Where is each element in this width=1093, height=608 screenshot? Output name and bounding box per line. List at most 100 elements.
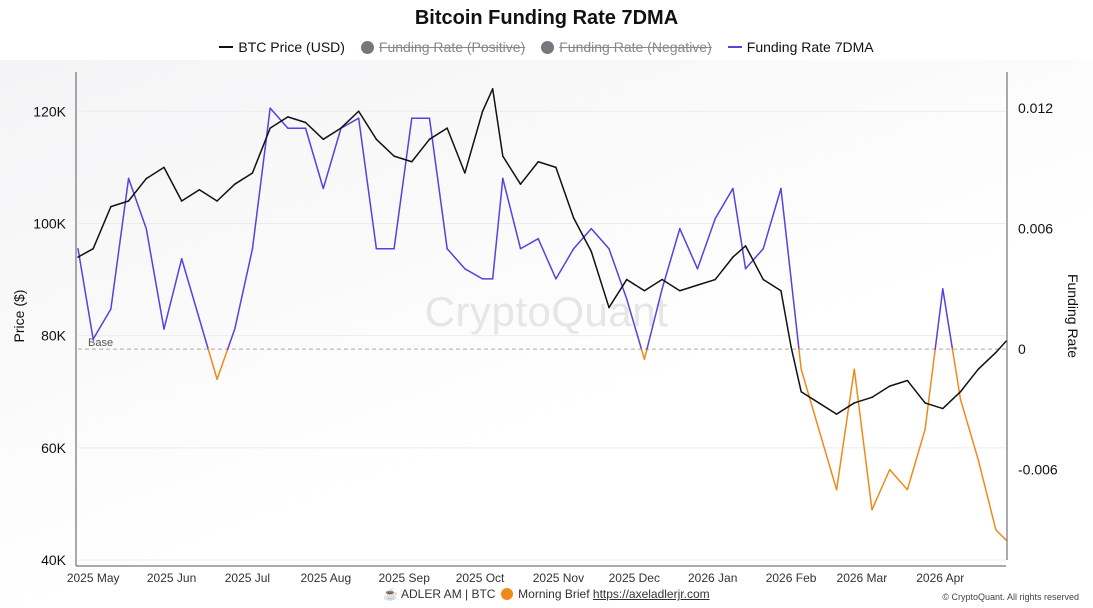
btc-price-segment [287, 116, 307, 124]
funding-rate-segment-positive [502, 177, 522, 250]
background-band [0, 60, 1093, 608]
btc-price-segment [643, 278, 663, 292]
funding-rate-segment-positive [590, 227, 610, 250]
btc-price-segment [977, 351, 997, 371]
funding-rate-segment-positive [679, 227, 699, 270]
btc-price-segment [679, 284, 699, 292]
btc-price-segment [110, 200, 130, 208]
legend: BTC Price (USD) Funding Rate (Positive) … [0, 39, 1093, 55]
btc-price-segment [942, 390, 962, 410]
btc-price-segment [481, 88, 494, 113]
btc-price-segment [519, 160, 539, 185]
legend-label: Funding Rate 7DMA [746, 39, 874, 55]
btc-price-segment [304, 121, 325, 141]
btc-price-segment [853, 396, 873, 404]
btc-price-segment [77, 247, 94, 258]
y-tick-label-right: 0 [1018, 341, 1026, 357]
btc-price-segment [464, 110, 484, 174]
funding-rate-segment-negative [800, 368, 820, 431]
btc-price-segment [537, 160, 557, 169]
btc-price-segment [269, 116, 289, 129]
btc-price-segment [163, 166, 183, 202]
y-tick-label-left: 120K [33, 103, 66, 119]
btc-price-segment [393, 155, 413, 163]
funding-rate-segment-negative [207, 348, 218, 381]
btc-price-segment [216, 183, 236, 202]
x-tick-label: 2025 Jun [147, 571, 196, 585]
btc-price-segment [906, 379, 926, 404]
btc-price-segment [145, 166, 165, 180]
btc-price-segment [871, 385, 891, 399]
y-tick-label-right: -0.006 [1018, 462, 1058, 478]
btc-price-segment [800, 390, 820, 404]
funding-rate-segment-positive [269, 107, 289, 129]
funding-rate-segment-negative [871, 468, 891, 511]
footer-brief: Morning Brief [518, 587, 590, 601]
y-axis-title-left: Price ($) [11, 290, 27, 343]
y-tick-label-left: 40K [41, 552, 67, 568]
btc-price-segment [696, 278, 716, 286]
legend-line-swatch [219, 46, 234, 48]
btc-price-segment [818, 402, 838, 415]
funding-rate-segment-positive [180, 258, 201, 320]
funding-rate-segment-positive [537, 237, 557, 280]
funding-rate-segment-positive [714, 187, 734, 220]
x-tick-label: 2025 May [67, 571, 120, 585]
funding-rate-segment-positive [446, 247, 466, 270]
funding-rate-segment-positive [762, 187, 782, 250]
funding-rate-segment-positive [646, 288, 663, 350]
btc-price-segment [251, 127, 271, 174]
legend-label: Funding Rate (Negative) [559, 39, 712, 55]
x-tick-label: 2025 Aug [300, 571, 351, 585]
funding-rate-segment-positive [428, 117, 448, 250]
btc-price-segment [995, 340, 1007, 354]
funding-rate-segment-positive [732, 187, 747, 270]
x-tick-label: 2025 Dec [609, 571, 660, 585]
legend-label: Funding Rate (Positive) [378, 39, 526, 55]
x-tick-label: 2025 Nov [533, 571, 584, 585]
btc-price-segment [92, 205, 112, 250]
funding-rate-segment-positive [77, 247, 94, 340]
btc-price-segment [780, 290, 792, 348]
funding-rate-segment-negative [995, 529, 1007, 541]
funding-rate-segment-positive [234, 247, 254, 330]
funding-rate-segment-positive [304, 127, 325, 190]
btc-price-segment [888, 379, 909, 387]
funding-rate-segment-positive [322, 127, 342, 190]
btc-price-segment [608, 278, 628, 309]
btc-price-segment [322, 127, 342, 141]
btc-price-segment [198, 189, 218, 202]
legend-item-btc-price[interactable]: BTC Price (USD) [219, 39, 345, 55]
orange-circle-icon [500, 588, 513, 600]
legend-item-funding-7dma[interactable]: Funding Rate 7DMA [727, 39, 874, 55]
legend-item-funding-negative[interactable]: Funding Rate (Negative) [541, 39, 712, 55]
funding-rate-segment-positive [696, 217, 716, 270]
y-tick-label-left: 80K [41, 328, 67, 344]
funding-rate-segment-negative [818, 428, 838, 491]
funding-rate-segment-positive [608, 247, 628, 300]
y-axis-title-right: Funding Rate [1065, 274, 1081, 358]
x-tick-label: 2026 Jan [688, 571, 737, 585]
footer-link[interactable]: https://axeladlerjr.com [592, 587, 710, 601]
btc-price-segment [572, 217, 593, 253]
btc-price-segment [375, 138, 395, 157]
funding-rate-segment-positive [145, 227, 165, 330]
funding-rate-segment-positive [625, 298, 643, 350]
y-tick-label-right: 0.012 [1018, 100, 1053, 116]
btc-price-segment [732, 245, 747, 258]
funding-rate-segment-negative [977, 458, 997, 531]
legend-item-funding-positive[interactable]: Funding Rate (Positive) [360, 39, 526, 55]
btc-price-segment [790, 346, 802, 393]
funding-rate-segment-positive [519, 237, 539, 250]
btc-price-segment [340, 110, 360, 129]
funding-rate-segment-negative [906, 428, 926, 491]
funding-rate-segment-positive [163, 258, 183, 330]
legend-dot-swatch [541, 40, 555, 54]
btc-price-segment [180, 189, 201, 202]
funding-rate-segment-positive [572, 227, 593, 250]
funding-rate-segment-positive [780, 187, 792, 280]
btc-price-segment [357, 110, 378, 141]
funding-rate-segment-positive [464, 268, 484, 280]
btc-price-segment [491, 88, 504, 157]
